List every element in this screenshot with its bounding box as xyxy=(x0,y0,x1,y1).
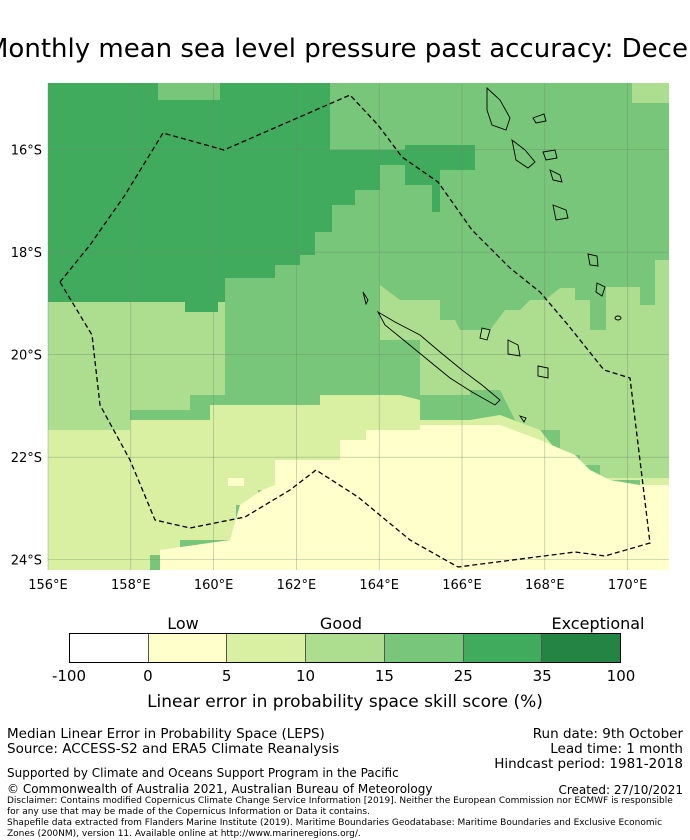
copyright-text: © Commonwealth of Australia 2021, Austra… xyxy=(7,782,433,796)
colorbar-tick-label: -100 xyxy=(51,667,87,685)
colorbar xyxy=(69,633,621,663)
created-text: Created: 27/10/2021 xyxy=(558,783,683,797)
disclaimer-text: Disclaimer: Contains modified Copernicus… xyxy=(7,796,673,817)
disclaimer-block: Disclaimer: Contains modified Copernicus… xyxy=(7,796,677,840)
longitude-tick-label: 156°E xyxy=(28,578,68,593)
longitude-tick-label: 160°E xyxy=(194,578,234,593)
colorbar-label-exceptional: Exceptional xyxy=(551,614,645,633)
colorbar-tick-label: 25 xyxy=(453,667,473,685)
latitude-tick-label: 22°S xyxy=(11,451,42,466)
support-text: Supported by Climate and Oceans Support … xyxy=(7,766,399,780)
graticule xyxy=(47,83,669,570)
source-text: Source: ACCESS-S2 and ERA5 Climate Reana… xyxy=(7,741,340,757)
colorbar-segment xyxy=(463,634,543,662)
colorbar-tick-label: 5 xyxy=(221,667,232,685)
colorbar-label-low: Low xyxy=(167,614,199,633)
shapefile-credit-text: Shapefile data extracted from Flanders M… xyxy=(7,818,663,839)
longitude-tick-label: 166°E xyxy=(442,578,482,593)
colorbar-label-good: Good xyxy=(319,614,363,633)
new-caledonia-coast xyxy=(376,310,501,406)
colorbar-segment xyxy=(384,634,464,662)
latitude-tick-label: 18°S xyxy=(11,246,42,261)
map-title: Monthly mean sea level pressure past acc… xyxy=(0,34,690,64)
skill-field-regions xyxy=(48,83,669,570)
colorbar-tick-label: 35 xyxy=(532,667,552,685)
colorbar-tick-label: 0 xyxy=(143,667,153,685)
latitude-ticks: 16°S 18°S 20°S 22°S 24°S xyxy=(11,144,42,569)
colorbar-segment xyxy=(306,634,385,662)
skill-map: 156°E 158°E 160°E 162°E 164°E 166°E 168°E 170°E… xyxy=(11,83,669,593)
longitude-ticks: 156°E 158°E 160°E 162°E 164°E 166°E 168°E 170°E xyxy=(28,578,647,593)
eez-boundary xyxy=(59,94,651,568)
colorbar-segment xyxy=(148,634,228,662)
longitude-tick-label: 158°E xyxy=(111,578,151,593)
colorbar-tick-label: 10 xyxy=(296,667,316,685)
longitude-tick-label: 170°E xyxy=(608,578,648,593)
longitude-tick-label: 168°E xyxy=(525,578,565,593)
colorbar-axis-label: Linear error in probability space skill … xyxy=(147,692,543,712)
metric-text: Median Linear Error in Probability Space… xyxy=(7,726,325,742)
hindcast-text: Hindcast period: 1981-2018 xyxy=(494,756,683,772)
latitude-tick-label: 16°S xyxy=(11,144,42,159)
latitude-tick-label: 20°S xyxy=(11,349,42,364)
colorbar-tick-label: 15 xyxy=(374,667,394,685)
colorbar-tick-label: 100 xyxy=(606,667,636,685)
colorbar-segment xyxy=(542,634,621,662)
colorbar-segment xyxy=(227,634,307,662)
lead-time-text: Lead time: 1 month xyxy=(550,741,683,757)
coastlines xyxy=(362,86,622,423)
latitude-tick-label: 24°S xyxy=(11,554,42,569)
colorbar-segment xyxy=(70,634,149,662)
longitude-tick-label: 162°E xyxy=(277,578,317,593)
longitude-tick-label: 164°E xyxy=(359,578,399,593)
run-date-text: Run date: 9th October xyxy=(532,726,683,742)
